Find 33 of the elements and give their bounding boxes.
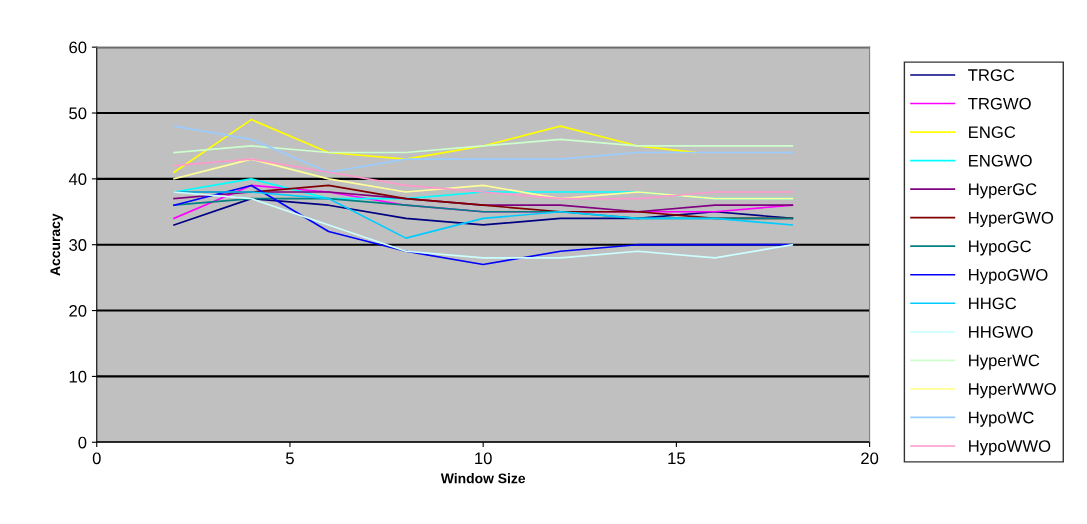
y-axis-title: Accuracy bbox=[50, 213, 63, 276]
y-tick-label: 40 bbox=[68, 173, 87, 186]
y-tick-label: 60 bbox=[69, 41, 87, 54]
line-series bbox=[173, 125, 794, 174]
line-series bbox=[173, 197, 794, 226]
legend-label: HypoWC bbox=[969, 411, 1034, 427]
line-series bbox=[173, 118, 697, 174]
line-series bbox=[173, 191, 794, 259]
y-tick-label: 30 bbox=[69, 239, 87, 251]
legend-label: HyperGC bbox=[969, 183, 1037, 199]
x-tick-label: 20 bbox=[861, 452, 879, 465]
x-tick-label: 15 bbox=[668, 452, 685, 465]
y-tick-label: 10 bbox=[69, 370, 87, 383]
legend-label: HHGWO bbox=[969, 326, 1033, 338]
y-tick-label: 20 bbox=[69, 304, 87, 317]
legend-label: HyperWC bbox=[969, 354, 1040, 370]
legend-label: HyperWWO bbox=[969, 383, 1056, 399]
line-series bbox=[173, 158, 794, 200]
legend-label: HypoWWO bbox=[969, 440, 1051, 456]
x-tick-label: 10 bbox=[475, 452, 492, 465]
y-tick-label: 0 bbox=[78, 436, 87, 449]
x-axis-title: Window Size bbox=[440, 473, 526, 484]
legend-label: ENGC bbox=[969, 126, 1016, 139]
x-tick-label: 0 bbox=[92, 452, 101, 465]
legend-label: HHGC bbox=[969, 297, 1017, 310]
legend-label: ENGWO bbox=[969, 154, 1032, 167]
legend-label: HypoGC bbox=[969, 240, 1031, 256]
legend-label: TRGC bbox=[968, 69, 1015, 81]
x-tick-label: 5 bbox=[285, 452, 294, 465]
legend-label: TRGWO bbox=[968, 97, 1031, 110]
y-tick-label: 50 bbox=[69, 107, 87, 120]
legend-label: HypoGWO bbox=[969, 268, 1048, 285]
legend-label: HyperGWO bbox=[969, 211, 1054, 227]
